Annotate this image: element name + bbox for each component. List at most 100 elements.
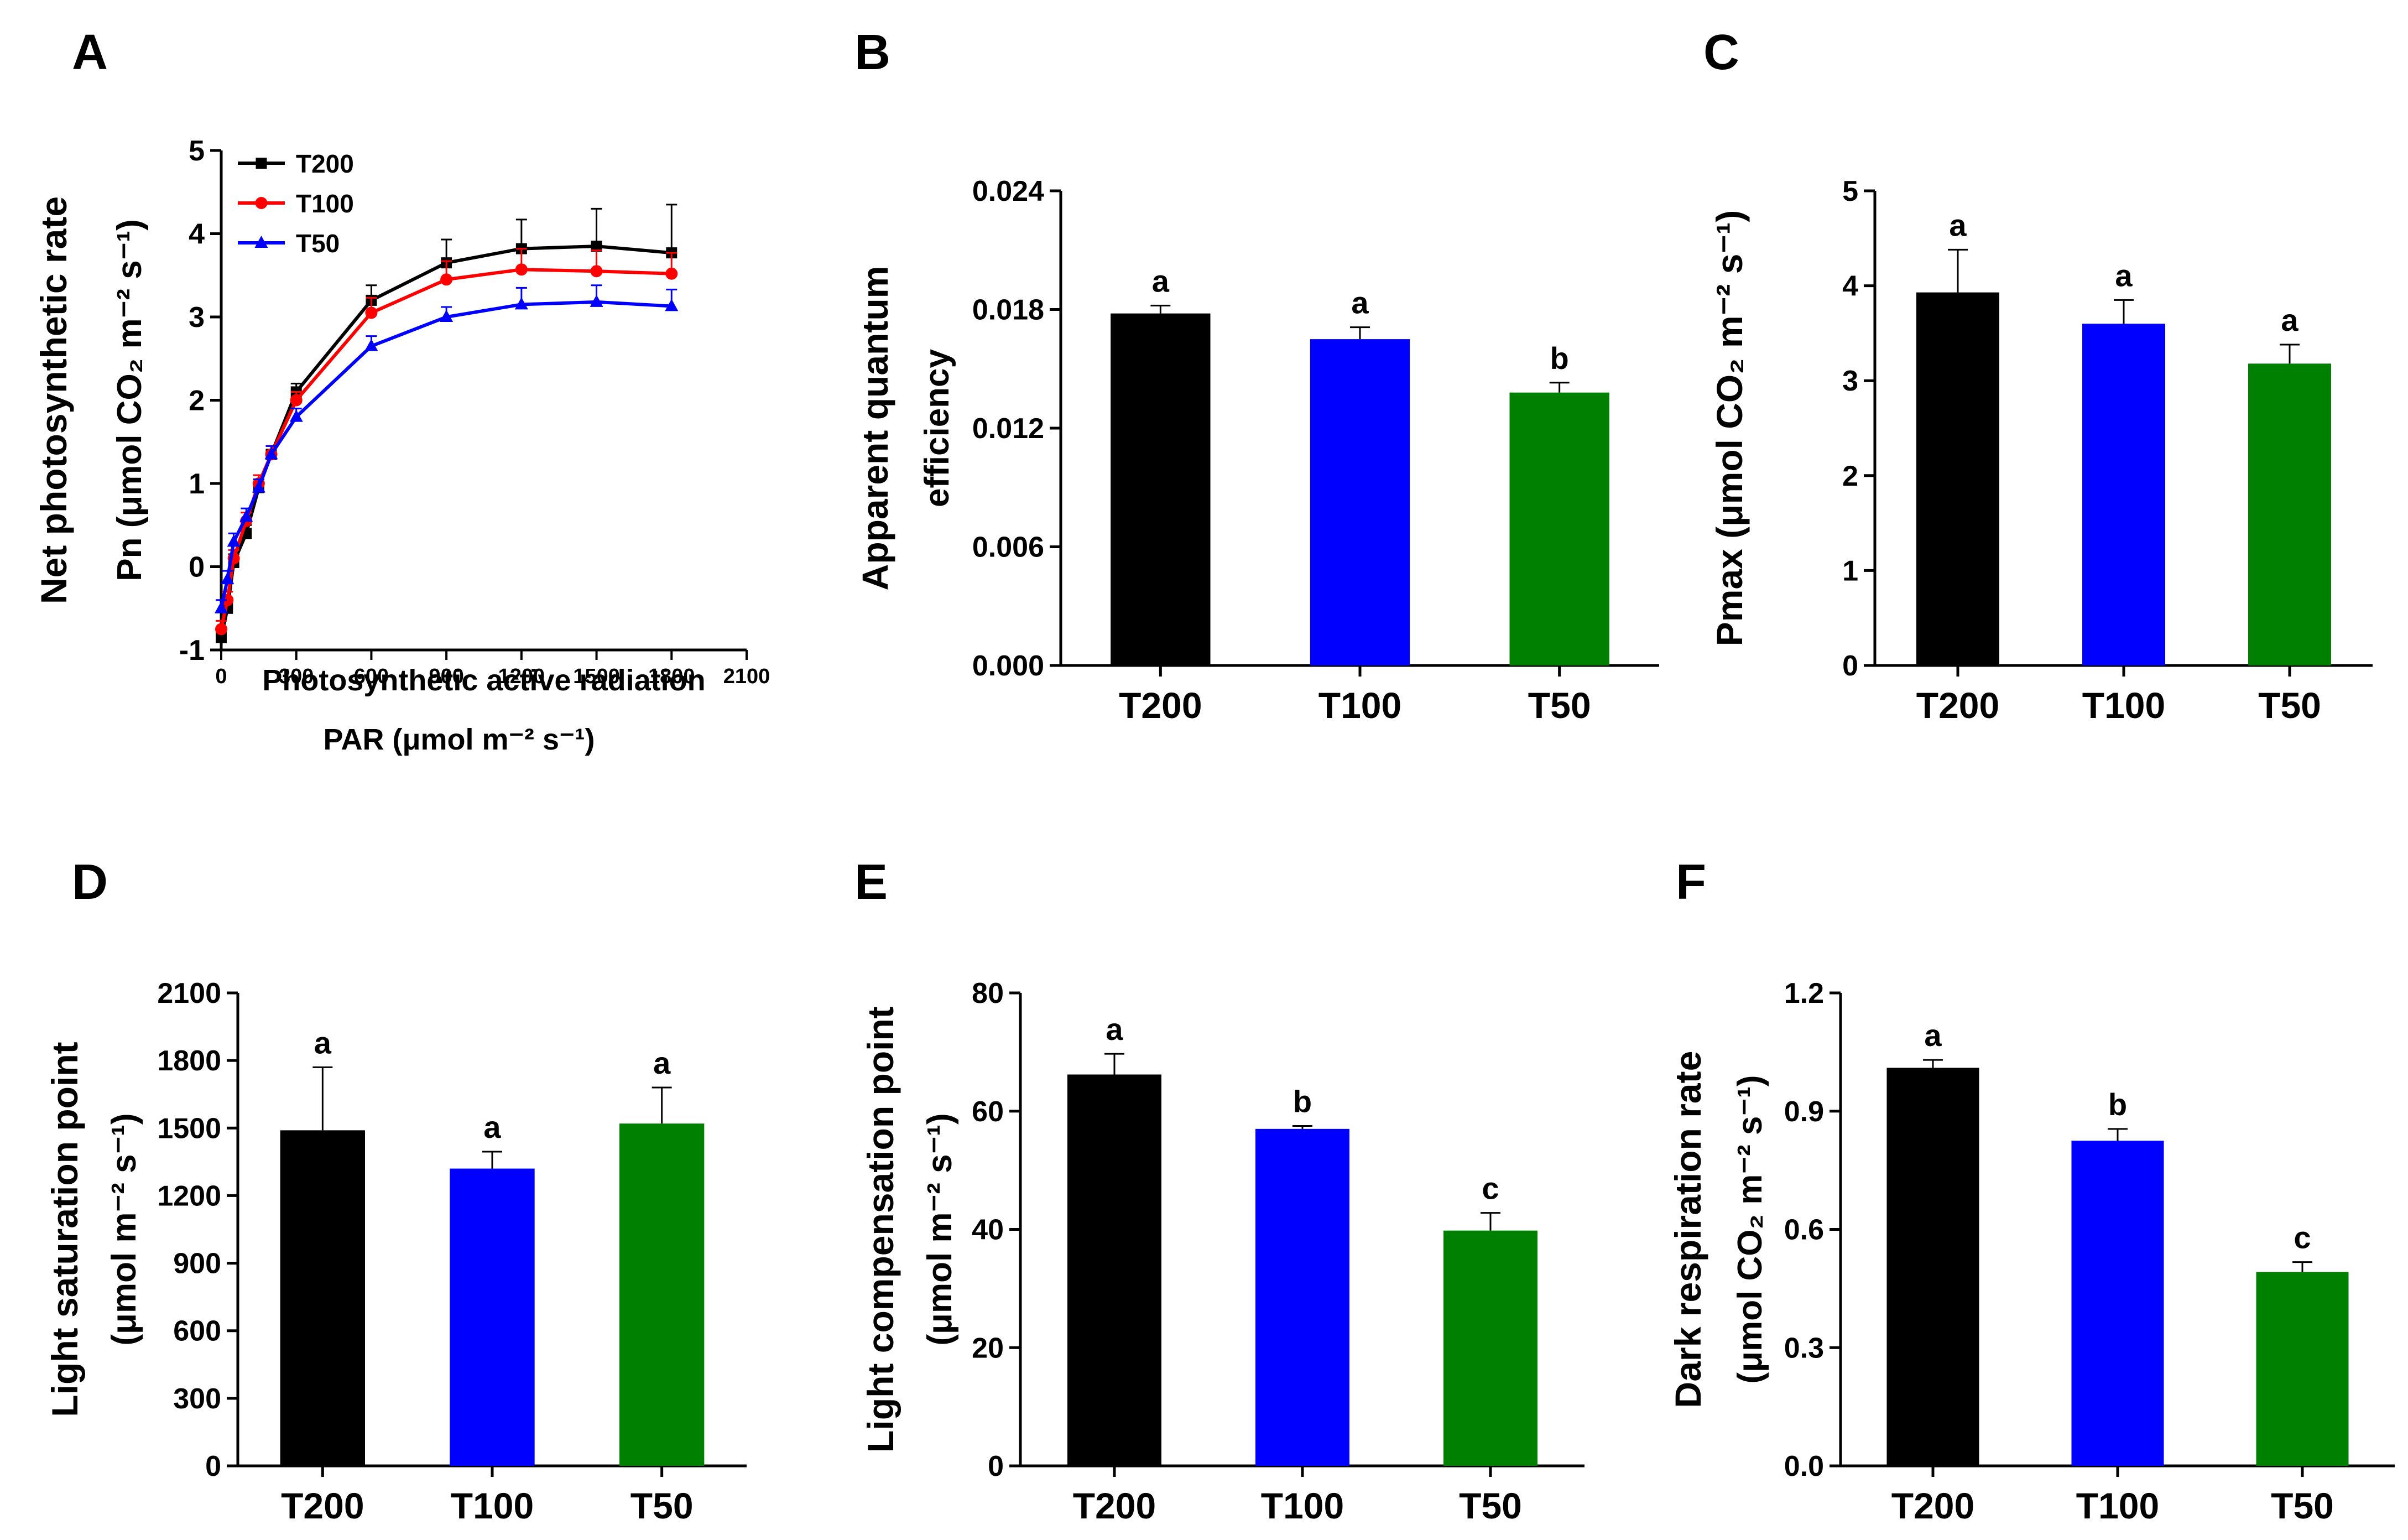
y-tick-label: 5: [189, 135, 205, 167]
x-tick-label: T50: [1459, 1485, 1522, 1526]
data-point: [514, 297, 528, 310]
data-point: [289, 409, 303, 422]
panel-letter: D: [72, 855, 108, 910]
y-tick-label: 0.006: [972, 532, 1044, 564]
data-point: [239, 509, 253, 522]
y-tick-label: 80: [972, 977, 1004, 1010]
y-tick-label: 300: [173, 1383, 221, 1415]
y-tick-label: 1200: [157, 1180, 221, 1212]
data-point: [221, 572, 234, 585]
panel-e: E 0 20 40 60 80 Light compensation point (μmol …: [854, 855, 1585, 1526]
y-tick-label: 0: [988, 1450, 1004, 1482]
y-tick-label: 20: [972, 1332, 1004, 1364]
y-axis-label-units: efficiency: [918, 348, 956, 507]
y-tick-label: 3: [189, 301, 205, 334]
y-tick-label: 2100: [157, 977, 221, 1010]
data-point: [440, 273, 453, 286]
y-tick-label: 1: [1842, 555, 1858, 587]
bar-t50: [1509, 392, 1609, 665]
x-tick-label: T100: [2076, 1485, 2159, 1526]
y-tick-label: 1500: [157, 1112, 221, 1144]
x-tick-label: 1200: [498, 665, 545, 688]
data-point: [590, 265, 603, 278]
legend-label: T200: [296, 149, 354, 178]
panel-d: D 0 300 600 900 1200 1500 1800 2100 Light saturat…: [44, 855, 747, 1526]
x-tick-label: 0: [215, 665, 227, 688]
y-tick-label: -1: [179, 634, 205, 667]
bar-t50: [2256, 1272, 2349, 1466]
y-axis-label-units: (μmol m⁻² s⁻¹): [105, 1113, 143, 1345]
bar-t100: [1255, 1128, 1349, 1466]
panel-letter: B: [854, 25, 890, 80]
data-point: [440, 310, 454, 322]
series-line: [220, 244, 672, 638]
bar-t50: [1443, 1230, 1537, 1466]
significance-letter: a: [2115, 258, 2133, 293]
y-axis-label: Dark respiration rate: [1667, 1051, 1708, 1408]
data-point: [364, 339, 378, 351]
panel-letter: A: [72, 25, 108, 80]
bar-t200: [1886, 1068, 1979, 1466]
y-tick-label: 0.6: [1784, 1214, 1824, 1246]
data-point: [665, 299, 679, 311]
bar-t50: [2248, 363, 2331, 665]
significance-letter: a: [1351, 285, 1369, 320]
y-tick-label: 0.018: [972, 294, 1044, 326]
data-point: [290, 394, 303, 407]
y-axis-label: Pmax (μmol CO₂ m⁻² s⁻¹): [1709, 210, 1750, 647]
panel-c: C 0 1 2 3 4 5 Pmax (μmol CO₂ m⁻² s⁻¹) a T200 a T100…: [1703, 25, 2373, 726]
data-point: [591, 241, 602, 252]
y-axis-label: Net photosynthetic rate: [33, 196, 74, 604]
x-tick-label: T50: [2258, 685, 2321, 726]
series-line: [220, 300, 672, 609]
legend-marker: [256, 158, 267, 169]
y-axis-label: Light compensation point: [860, 1006, 901, 1453]
y-tick-label: 0.9: [1784, 1096, 1824, 1128]
x-tick-label: 300: [279, 665, 314, 688]
legend-label: T50: [296, 229, 340, 258]
x-tick-label: T200: [1891, 1485, 1974, 1526]
y-axis-label-units: (μmol m⁻² s⁻¹): [921, 1113, 959, 1345]
x-tick-label: 1800: [648, 665, 695, 688]
bar-t100: [450, 1168, 535, 1466]
panel-f: F 0.0 0.3 0.6 0.9 1.2 Dark respiration rate (μm…: [1667, 855, 2395, 1526]
bar-t200: [1067, 1074, 1161, 1466]
y-tick-label: 0: [1842, 650, 1858, 682]
y-tick-label: 40: [972, 1214, 1004, 1246]
y-tick-label: 600: [173, 1315, 221, 1347]
data-point: [365, 306, 378, 319]
bar-t200: [1111, 313, 1211, 665]
y-tick-label: 1800: [157, 1045, 221, 1077]
x-tick-label: T50: [2271, 1485, 2334, 1526]
significance-letter: a: [1106, 1012, 1123, 1047]
y-tick-label: 0: [189, 552, 205, 584]
y-tick-label: 2: [1842, 460, 1858, 492]
data-point: [215, 623, 227, 636]
y-axis-label-units: Pn (μmol CO₂ m⁻² s⁻¹): [111, 219, 149, 581]
data-point: [665, 267, 678, 280]
bar-t200: [1916, 292, 1999, 665]
y-axis-label: Light saturation point: [44, 1042, 85, 1417]
significance-letter: a: [1924, 1018, 1942, 1053]
significance-letter: c: [1482, 1171, 1499, 1206]
data-point: [216, 632, 227, 643]
bar-t100: [1310, 339, 1410, 665]
bar-t50: [619, 1123, 705, 1466]
y-tick-label: 4: [189, 218, 205, 251]
y-tick-label: 0.000: [972, 650, 1044, 682]
significance-letter: a: [653, 1045, 671, 1080]
x-tick-label: T100: [1261, 1485, 1344, 1526]
y-tick-label: 1: [189, 468, 205, 500]
y-tick-label: 0.012: [972, 413, 1044, 445]
panel-a: A -1 0 1 2 3 4 5 Net photosynthetic rate Pn (μmol…: [33, 25, 770, 756]
x-tick-label: T200: [1916, 685, 1999, 726]
bar-t100: [2082, 324, 2165, 665]
data-point: [515, 263, 528, 276]
panel-letter: E: [854, 855, 888, 910]
significance-letter: a: [483, 1110, 501, 1144]
y-tick-label: 900: [173, 1248, 221, 1280]
data-point: [590, 294, 603, 307]
x-tick-label: T100: [451, 1485, 534, 1526]
panel-letter: C: [1703, 25, 1739, 80]
